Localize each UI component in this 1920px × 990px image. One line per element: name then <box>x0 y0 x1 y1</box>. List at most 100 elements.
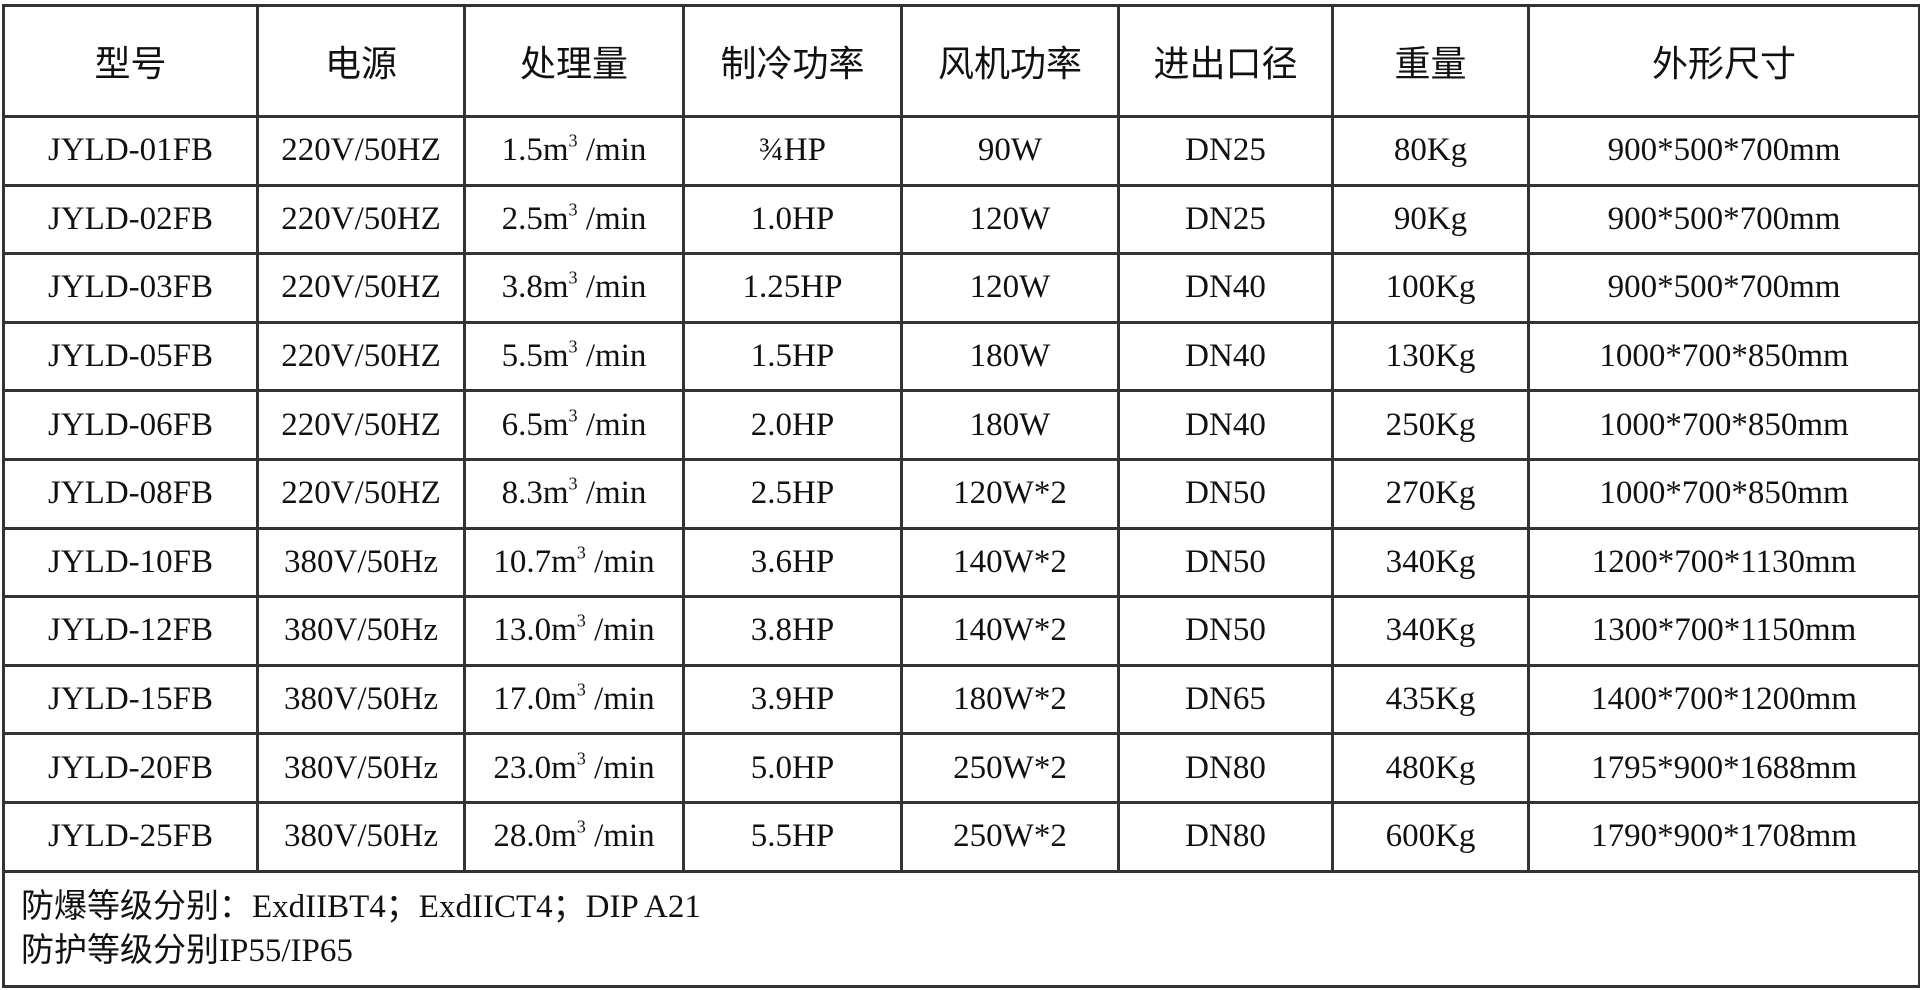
cell-power-supply: 220V/50HZ <box>256 183 466 256</box>
spec-table: 型号 电源 处理量 制冷功率 风机功率 进出口径 重量 外形尺寸 JYLD-01FB 220V/… <box>2 4 1920 988</box>
cell-weight: 100Kg <box>1331 252 1530 324</box>
notes-cell: 防爆等级分别：ExdIIBT4；ExdIICT4；DIP A21 防护等级分别I… <box>2 869 1920 988</box>
cell-cooling-power: 3.8HP <box>682 595 903 667</box>
cell-capacity: 5.5m3 /min <box>463 320 685 393</box>
cell-cooling-power: ¾HP <box>682 115 903 187</box>
cell-model: JYLD-05FB <box>2 320 259 393</box>
header-power-supply: 电源 <box>256 4 466 118</box>
cell-dimensions: 1790*900*1708mm <box>1527 800 1920 873</box>
table-row: JYLD-08FB 220V/50HZ 8.3m3 /min 2.5HP 120W*2 D… <box>2 457 1920 530</box>
cell-capacity: 10.7m3 /min <box>463 526 685 599</box>
explosion-proof-note: 防爆等级分别：ExdIIBT4；ExdIICT4；DIP A21 <box>21 888 701 925</box>
cell-port-diameter: DN25 <box>1117 183 1334 256</box>
table-row: JYLD-15FB 380V/50Hz 17.0m3 /min 3.9HP 180W*2… <box>2 663 1920 736</box>
cell-dimensions: 1795*900*1688mm <box>1527 732 1920 804</box>
cell-model: JYLD-15FB <box>2 663 259 736</box>
table-row: JYLD-05FB 220V/50HZ 5.5m3 /min 1.5HP 180W DN4… <box>2 320 1920 393</box>
cell-port-diameter: DN80 <box>1117 800 1334 873</box>
cell-model: JYLD-10FB <box>2 526 259 599</box>
cell-fan-power: 180W <box>900 320 1120 393</box>
cell-port-diameter: DN50 <box>1117 526 1334 599</box>
cell-port-diameter: DN65 <box>1117 663 1334 736</box>
cell-dimensions: 1000*700*850mm <box>1527 320 1920 393</box>
cell-model: JYLD-08FB <box>2 457 259 530</box>
table-body: JYLD-01FB 220V/50HZ 1.5m3 /min ¾HP 90W DN25 80… <box>2 115 1920 873</box>
header-port-diameter: 进出口径 <box>1117 4 1334 118</box>
table-row: JYLD-03FB 220V/50HZ 3.8m3 /min 1.25HP 120W DN… <box>2 252 1920 324</box>
cell-fan-power: 90W <box>900 115 1120 187</box>
cell-port-diameter: DN50 <box>1117 595 1334 667</box>
cell-cooling-power: 5.5HP <box>682 800 903 873</box>
header-model: 型号 <box>2 4 259 118</box>
cell-capacity: 1.5m3 /min <box>463 115 685 187</box>
cell-cooling-power: 2.0HP <box>682 389 903 461</box>
header-dimensions: 外形尺寸 <box>1527 4 1920 118</box>
header-weight: 重量 <box>1331 4 1530 118</box>
cell-fan-power: 120W <box>900 183 1120 256</box>
cell-dimensions: 1300*700*1150mm <box>1527 595 1920 667</box>
protection-level-note: 防护等级分别IP55/IP65 <box>21 932 353 969</box>
table-row: JYLD-10FB 380V/50Hz 10.7m3 /min 3.6HP 140W*2… <box>2 526 1920 599</box>
cell-power-supply: 380V/50Hz <box>256 663 466 736</box>
header-capacity: 处理量 <box>463 4 685 118</box>
header-cooling-power: 制冷功率 <box>682 4 903 118</box>
cell-fan-power: 140W*2 <box>900 595 1120 667</box>
cell-fan-power: 250W*2 <box>900 800 1120 873</box>
cell-fan-power: 180W <box>900 389 1120 461</box>
cell-port-diameter: DN50 <box>1117 457 1334 530</box>
cell-capacity: 28.0m3 /min <box>463 800 685 873</box>
cell-capacity: 6.5m3 /min <box>463 389 685 461</box>
table-row: JYLD-12FB 380V/50Hz 13.0m3 /min 3.8HP 140W*2… <box>2 595 1920 667</box>
cell-capacity: 2.5m3 /min <box>463 183 685 256</box>
cell-capacity: 3.8m3 /min <box>463 252 685 324</box>
cell-power-supply: 380V/50Hz <box>256 800 466 873</box>
cell-port-diameter: DN40 <box>1117 252 1334 324</box>
notes-row: 防爆等级分别：ExdIIBT4；ExdIICT4；DIP A21 防护等级分别I… <box>2 869 1920 988</box>
cell-cooling-power: 1.0HP <box>682 183 903 256</box>
table-row: JYLD-25FB 380V/50Hz 28.0m3 /min 5.5HP 250W*2… <box>2 800 1920 873</box>
table-row: JYLD-02FB 220V/50HZ 2.5m3 /min 1.0HP 120W DN2… <box>2 183 1920 256</box>
cell-port-diameter: DN25 <box>1117 115 1334 187</box>
cell-port-diameter: DN40 <box>1117 320 1334 393</box>
cell-dimensions: 900*500*700mm <box>1527 115 1920 187</box>
cell-power-supply: 380V/50Hz <box>256 732 466 804</box>
cell-dimensions: 1400*700*1200mm <box>1527 663 1920 736</box>
cell-weight: 340Kg <box>1331 595 1530 667</box>
cell-power-supply: 220V/50HZ <box>256 457 466 530</box>
cell-weight: 250Kg <box>1331 389 1530 461</box>
cell-cooling-power: 3.9HP <box>682 663 903 736</box>
cell-weight: 435Kg <box>1331 663 1530 736</box>
cell-power-supply: 220V/50HZ <box>256 252 466 324</box>
cell-dimensions: 1000*700*850mm <box>1527 389 1920 461</box>
cell-model: JYLD-25FB <box>2 800 259 873</box>
cell-weight: 80Kg <box>1331 115 1530 187</box>
cell-power-supply: 380V/50Hz <box>256 595 466 667</box>
cell-capacity: 13.0m3 /min <box>463 595 685 667</box>
cell-power-supply: 220V/50HZ <box>256 115 466 187</box>
header-row: 型号 电源 处理量 制冷功率 风机功率 进出口径 重量 外形尺寸 <box>2 4 1920 118</box>
cell-capacity: 23.0m3 /min <box>463 732 685 804</box>
cell-weight: 270Kg <box>1331 457 1530 530</box>
cell-power-supply: 380V/50Hz <box>256 526 466 599</box>
cell-weight: 600Kg <box>1331 800 1530 873</box>
cell-model: JYLD-12FB <box>2 595 259 667</box>
cell-capacity: 17.0m3 /min <box>463 663 685 736</box>
cell-dimensions: 1200*700*1130mm <box>1527 526 1920 599</box>
cell-dimensions: 900*500*700mm <box>1527 252 1920 324</box>
cell-fan-power: 120W*2 <box>900 457 1120 530</box>
cell-model: JYLD-01FB <box>2 115 259 187</box>
cell-model: JYLD-20FB <box>2 732 259 804</box>
table-row: JYLD-20FB 380V/50Hz 23.0m3 /min 5.0HP 250W*2… <box>2 732 1920 804</box>
cell-weight: 480Kg <box>1331 732 1530 804</box>
cell-cooling-power: 1.5HP <box>682 320 903 393</box>
cell-weight: 90Kg <box>1331 183 1530 256</box>
cell-port-diameter: DN40 <box>1117 389 1334 461</box>
cell-fan-power: 140W*2 <box>900 526 1120 599</box>
table-row: JYLD-01FB 220V/50HZ 1.5m3 /min ¾HP 90W DN25 80… <box>2 115 1920 187</box>
cell-power-supply: 220V/50HZ <box>256 389 466 461</box>
cell-capacity: 8.3m3 /min <box>463 457 685 530</box>
cell-cooling-power: 1.25HP <box>682 252 903 324</box>
cell-weight: 130Kg <box>1331 320 1530 393</box>
cell-dimensions: 900*500*700mm <box>1527 183 1920 256</box>
table-row: JYLD-06FB 220V/50HZ 6.5m3 /min 2.0HP 180W DN4… <box>2 389 1920 461</box>
